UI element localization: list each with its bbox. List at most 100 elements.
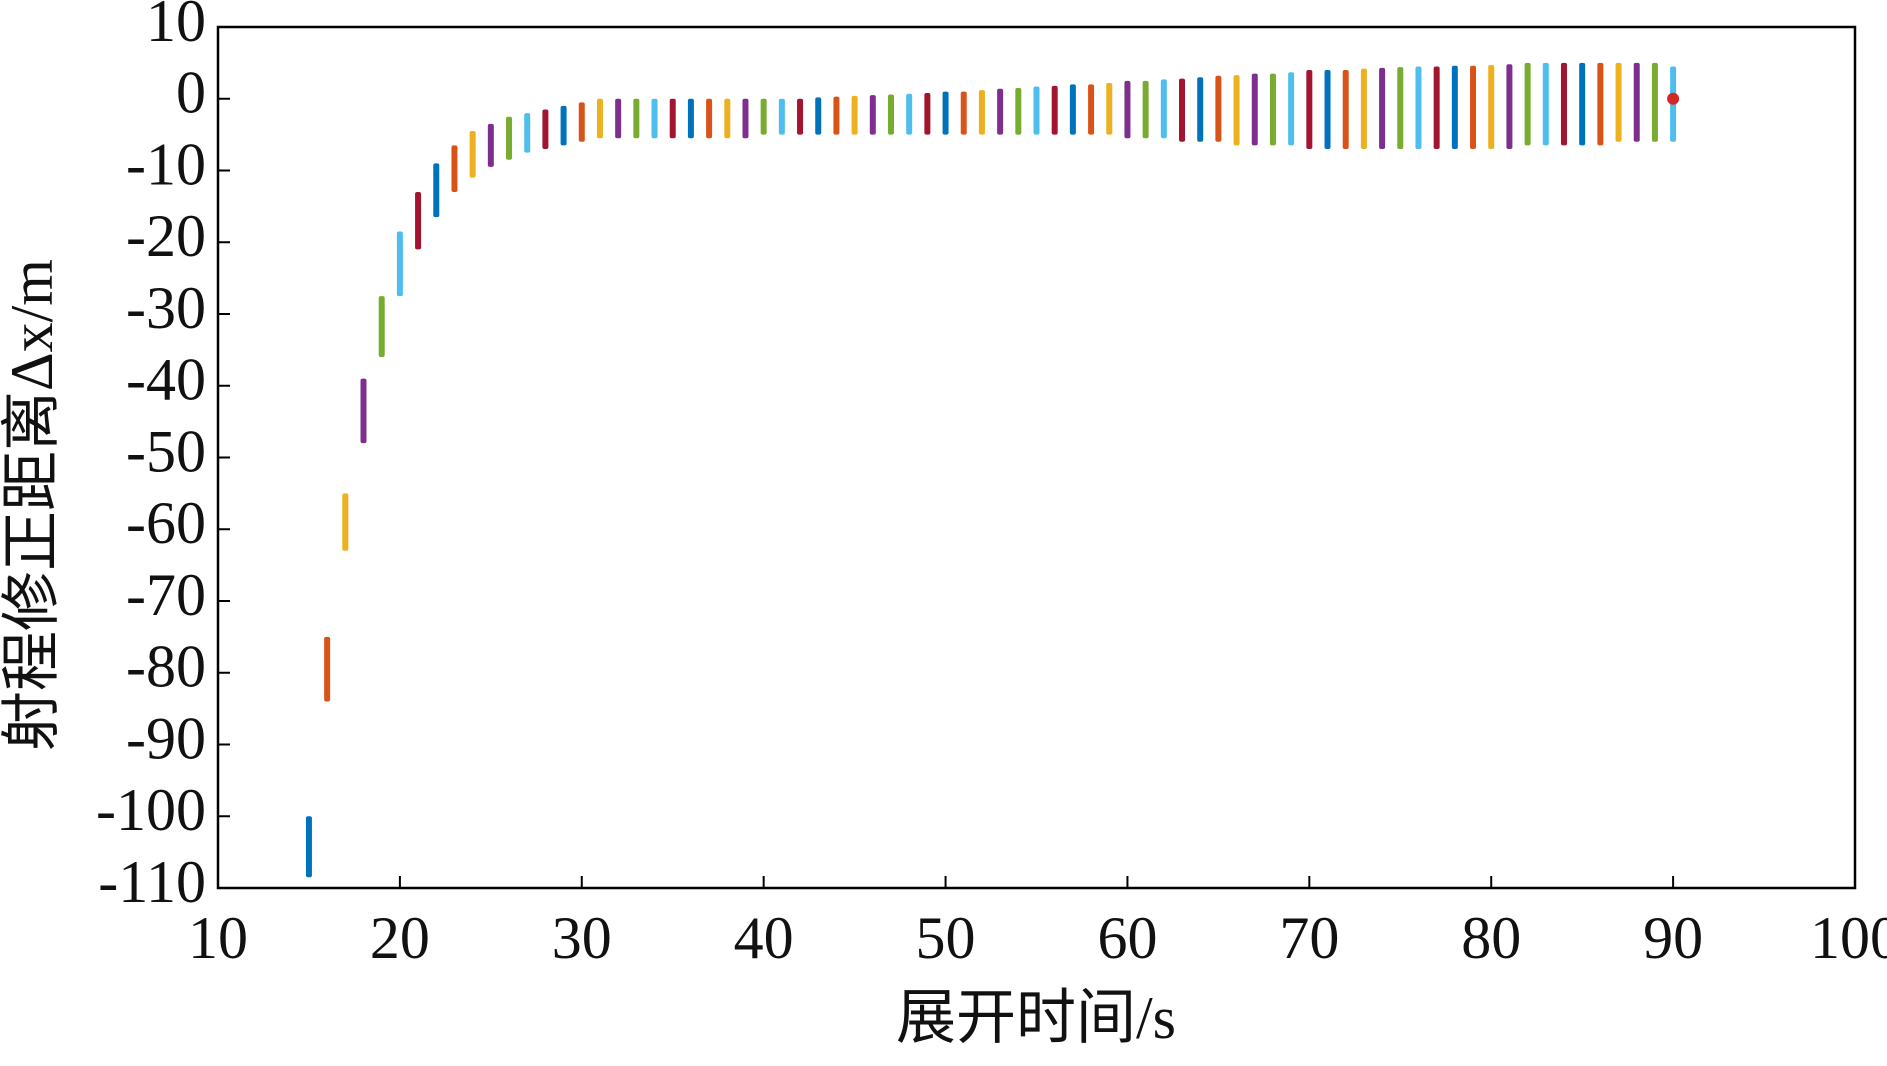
y-axis-label: 射程修正距离Δx/m	[0, 259, 65, 751]
range-bar	[778, 98, 785, 135]
marker-point	[1667, 92, 1680, 105]
y-tick-label: -10	[126, 131, 206, 197]
range-bar	[797, 98, 804, 135]
range-bar	[1433, 66, 1440, 149]
range-bar	[596, 98, 603, 139]
x-tick-label: 50	[916, 905, 976, 971]
range-bar	[1088, 84, 1095, 135]
range-bar	[1633, 62, 1640, 142]
range-bar	[1160, 79, 1167, 139]
x-tick-label: 30	[552, 905, 612, 971]
range-bar	[1342, 70, 1349, 149]
range-bar	[469, 131, 476, 178]
y-tick-label: -80	[126, 634, 206, 700]
range-bar	[960, 91, 967, 135]
range-bar	[487, 123, 494, 167]
range-bar	[1288, 72, 1295, 146]
x-tick-label: 10	[188, 905, 248, 971]
range-bar	[305, 816, 312, 878]
y-tick-label: -110	[98, 849, 206, 915]
range-bar	[1470, 65, 1477, 149]
x-axis-label: 展开时间/s	[896, 985, 1176, 1051]
x-tick-label: 90	[1643, 905, 1703, 971]
x-tick-label: 100	[1810, 905, 1887, 971]
range-bar	[906, 93, 913, 135]
range-bar	[833, 96, 840, 135]
range-bar	[1597, 62, 1604, 146]
range-bar	[669, 98, 676, 139]
range-bar	[1124, 80, 1131, 139]
range-bar	[815, 97, 822, 135]
range-bar	[869, 95, 876, 135]
y-tick-label: -60	[126, 490, 206, 556]
range-bar	[1524, 62, 1531, 146]
range-bar	[687, 98, 694, 139]
range-bar	[1615, 62, 1622, 142]
y-tick-label: -100	[96, 777, 206, 843]
y-tick-label: -30	[126, 275, 206, 341]
range-bar	[1106, 82, 1113, 135]
range-bar	[633, 98, 640, 139]
range-bar	[1506, 64, 1513, 149]
y-tick-label: 0	[176, 60, 206, 126]
range-bar	[1251, 73, 1258, 146]
plot-frame	[216, 25, 1857, 890]
range-bar	[924, 93, 931, 135]
range-bar	[1397, 67, 1404, 149]
range-bar	[1015, 87, 1022, 135]
range-bar	[1233, 75, 1240, 146]
range-bar	[1360, 68, 1367, 149]
range-bar	[706, 98, 713, 139]
range-bar	[1269, 73, 1276, 146]
y-tick-label: -40	[126, 347, 206, 413]
range-bar	[1179, 78, 1186, 142]
y-tick-label: -90	[126, 705, 206, 771]
range-bar	[396, 231, 403, 297]
range-bar	[1051, 85, 1058, 135]
range-bar	[1215, 75, 1222, 142]
range-bar	[651, 98, 658, 139]
x-tick-label: 80	[1461, 905, 1521, 971]
range-bar	[615, 98, 622, 139]
range-bar	[451, 145, 458, 193]
range-bar	[1451, 65, 1458, 149]
range-bar	[1579, 62, 1586, 146]
x-tick-label: 70	[1279, 905, 1339, 971]
range-bar	[1651, 62, 1658, 142]
range-bar	[542, 109, 549, 149]
x-tick-label: 20	[370, 905, 430, 971]
range-bar	[1069, 84, 1076, 135]
range-bar	[1415, 66, 1422, 149]
range-bar	[942, 91, 949, 135]
x-tick-label: 40	[734, 905, 794, 971]
range-bar	[1324, 70, 1331, 149]
range-bar	[760, 98, 767, 135]
range-bar	[1542, 62, 1549, 146]
y-tick-label: 10	[146, 0, 206, 54]
y-tick-label: -20	[126, 203, 206, 269]
range-bar	[1306, 70, 1313, 149]
range-bar	[997, 88, 1004, 135]
range-bar	[724, 98, 731, 139]
y-tick-label: -70	[126, 562, 206, 628]
range-bar	[1142, 80, 1149, 139]
range-bar	[578, 102, 585, 142]
range-bar	[978, 90, 985, 135]
range-bar	[1560, 62, 1567, 146]
range-bar	[1033, 86, 1040, 135]
range-bar	[433, 163, 440, 218]
range-bar	[415, 192, 422, 250]
range-bar	[378, 296, 385, 358]
range-bar	[324, 636, 331, 702]
range-bar	[1197, 77, 1204, 142]
range-bar	[851, 95, 858, 135]
range-bar	[360, 378, 367, 444]
range-bar	[1379, 67, 1386, 149]
y-tick-label: -50	[126, 418, 206, 484]
range-bar	[506, 116, 513, 160]
range-bar	[524, 113, 531, 153]
range-bar	[742, 98, 749, 139]
range-bar	[887, 94, 894, 135]
range-bar	[342, 493, 349, 551]
